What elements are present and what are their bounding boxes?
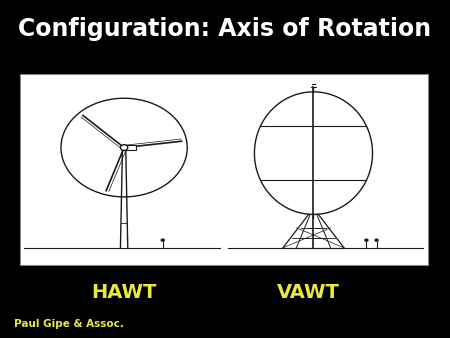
Text: VAWT: VAWT	[277, 283, 340, 302]
Circle shape	[364, 238, 369, 242]
Text: HAWT: HAWT	[91, 283, 157, 302]
Circle shape	[161, 238, 165, 242]
Circle shape	[374, 238, 379, 242]
Text: Paul Gipe & Assoc.: Paul Gipe & Assoc.	[14, 319, 123, 330]
Text: Configuration: Axis of Rotation: Configuration: Axis of Rotation	[18, 17, 432, 41]
Circle shape	[121, 145, 128, 150]
Bar	[122, 145, 136, 150]
Bar	[20, 74, 427, 265]
